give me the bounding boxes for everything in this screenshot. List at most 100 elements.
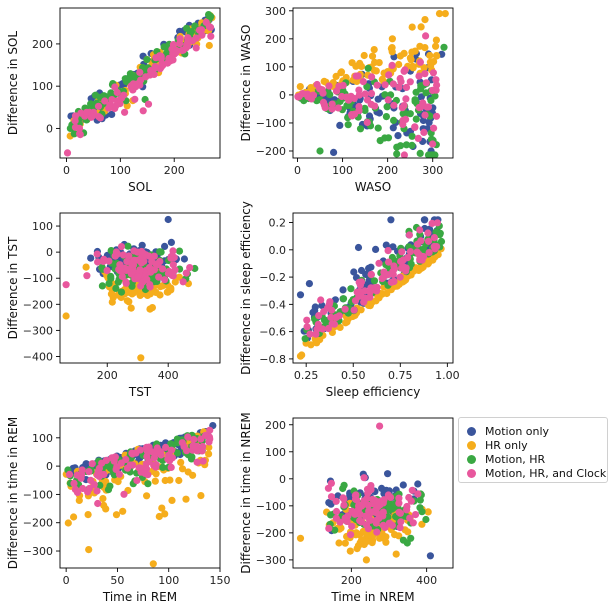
data-point	[143, 492, 151, 500]
x-tick-label: 0	[294, 164, 301, 177]
data-point	[432, 42, 440, 50]
data-point	[424, 151, 433, 158]
data-point	[348, 59, 356, 67]
data-point	[332, 497, 340, 505]
data-point	[389, 268, 397, 276]
data-point	[178, 465, 187, 473]
data-point	[137, 76, 145, 84]
x-tick-label: 100	[332, 164, 353, 177]
data-point	[373, 528, 381, 536]
data-point	[327, 479, 335, 487]
data-point	[390, 101, 398, 109]
data-point	[296, 534, 305, 542]
data-point	[184, 433, 192, 441]
x-tick-label: 0.25	[294, 369, 319, 382]
data-point	[432, 36, 440, 44]
x-tick-label: 150	[210, 574, 231, 587]
data-point	[107, 274, 115, 282]
data-point	[433, 243, 441, 251]
data-point	[301, 335, 309, 343]
data-point	[425, 249, 433, 257]
data-point	[164, 215, 172, 224]
data-point	[399, 110, 407, 118]
data-point	[128, 449, 136, 457]
data-point	[335, 539, 343, 547]
data-point	[94, 258, 102, 266]
data-point	[423, 103, 431, 111]
data-point	[149, 560, 157, 568]
data-point	[357, 266, 366, 275]
data-point	[363, 485, 372, 493]
data-point	[421, 111, 429, 119]
data-point	[414, 490, 422, 498]
data-point	[398, 248, 406, 256]
data-point	[353, 545, 361, 553]
y-axis-label: Difference in TST	[6, 236, 20, 339]
data-point	[88, 112, 96, 121]
data-point	[339, 494, 347, 502]
y-tick-label: 0	[46, 246, 53, 259]
data-point	[124, 242, 132, 250]
y-tick-label: 100	[265, 446, 286, 459]
data-point	[156, 248, 164, 256]
data-point	[143, 291, 152, 299]
data-point	[130, 247, 138, 255]
data-point	[432, 86, 440, 94]
data-point	[112, 465, 120, 473]
data-point	[197, 492, 205, 500]
data-point	[119, 251, 127, 259]
data-point	[421, 16, 429, 24]
data-point	[193, 447, 201, 455]
y-tick-label: 0.0	[269, 244, 287, 257]
data-point	[304, 93, 312, 101]
data-point	[127, 82, 135, 90]
data-point	[146, 283, 154, 291]
data-point	[422, 32, 430, 40]
legend-label: Motion, HR, and Clock	[485, 466, 607, 480]
data-point	[347, 285, 355, 293]
data-point	[412, 88, 420, 96]
data-point	[120, 91, 128, 99]
data-point	[189, 442, 197, 450]
data-point	[416, 496, 424, 504]
data-point	[380, 534, 388, 543]
data-point	[143, 275, 151, 283]
data-point	[387, 44, 395, 53]
data-point	[339, 286, 347, 294]
data-point	[62, 312, 70, 320]
legend-marker	[467, 426, 476, 436]
data-point	[118, 272, 126, 281]
data-point	[385, 258, 393, 266]
legend-item-motion-hr-clock: Motion, HR, and Clock	[467, 466, 606, 480]
data-point	[360, 51, 368, 60]
data-point	[413, 248, 421, 256]
data-point	[355, 278, 363, 286]
x-tick-label: 1.00	[435, 369, 460, 382]
x-tick-label: 200	[341, 574, 362, 587]
data-point	[416, 504, 424, 512]
data-point	[416, 58, 424, 66]
data-point	[77, 474, 85, 482]
data-point	[351, 491, 359, 499]
data-point	[332, 313, 340, 321]
data-point	[86, 484, 94, 492]
data-point	[440, 43, 448, 51]
data-point	[395, 494, 403, 502]
data-point	[374, 124, 382, 132]
data-point	[414, 480, 422, 488]
data-point	[199, 457, 207, 465]
data-point	[416, 255, 424, 263]
data-point	[65, 470, 74, 478]
data-point	[325, 82, 333, 90]
data-point	[85, 468, 93, 476]
data-point	[93, 250, 101, 258]
data-point	[73, 488, 82, 496]
data-point	[101, 97, 109, 105]
legend-label: Motion only	[485, 424, 550, 438]
y-tick-label: −200	[23, 517, 53, 530]
data-point	[433, 52, 441, 60]
data-point	[332, 507, 341, 516]
data-point	[332, 514, 340, 522]
data-point	[360, 298, 368, 306]
data-point	[441, 10, 449, 18]
